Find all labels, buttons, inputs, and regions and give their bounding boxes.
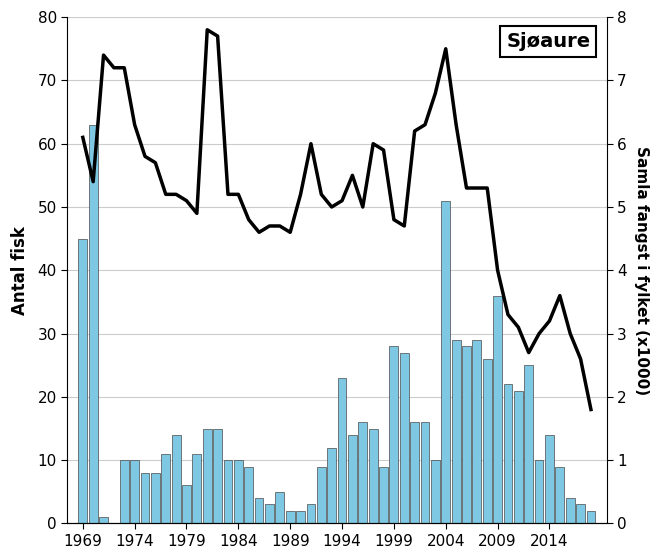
Bar [566,498,575,524]
Bar [224,460,232,524]
Bar [141,473,149,524]
Bar [514,390,523,524]
Bar [431,460,440,524]
Bar [411,422,419,524]
Bar [317,466,326,524]
Bar [400,353,409,524]
Bar [451,340,461,524]
Bar [379,466,388,524]
Bar [556,466,564,524]
Bar [473,340,481,524]
Bar [462,346,471,524]
Bar [244,466,253,524]
Text: Sjøaure: Sjøaure [506,32,590,52]
Bar [535,460,543,524]
Bar [348,435,357,524]
Bar [587,511,595,524]
Bar [172,435,181,524]
Y-axis label: Samla fangst i fylket (x1000): Samla fangst i fylket (x1000) [634,146,649,395]
Bar [193,454,201,524]
Bar [420,422,430,524]
Bar [182,486,191,524]
Bar [296,511,305,524]
Bar [275,492,284,524]
Bar [483,359,492,524]
Bar [327,447,336,524]
Bar [79,239,87,524]
Bar [161,454,170,524]
Bar [576,505,585,524]
Y-axis label: Antal fisk: Antal fisk [11,226,29,315]
Bar [493,296,502,524]
Bar [99,517,108,524]
Bar [203,428,212,524]
Bar [255,498,263,524]
Bar [306,505,315,524]
Bar [120,460,129,524]
Bar [358,422,367,524]
Bar [234,460,243,524]
Bar [504,384,512,524]
Bar [338,378,346,524]
Bar [151,473,160,524]
Bar [130,460,139,524]
Bar [524,365,533,524]
Bar [369,428,378,524]
Bar [442,200,450,524]
Bar [88,125,98,524]
Bar [286,511,294,524]
Bar [265,505,274,524]
Bar [389,346,399,524]
Bar [545,435,554,524]
Bar [213,428,222,524]
